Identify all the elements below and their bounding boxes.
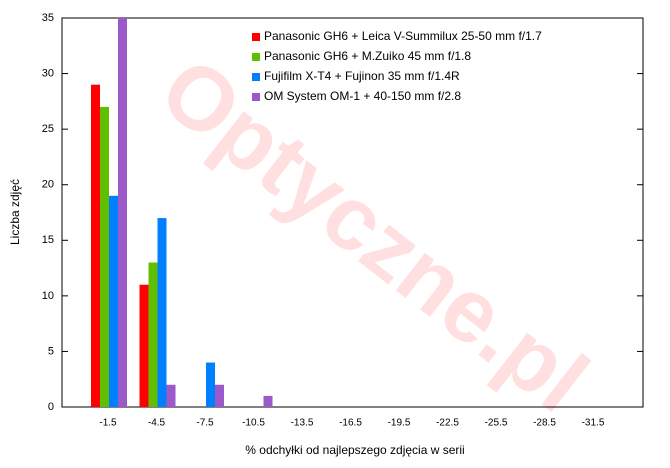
- y-tick-label: 15: [42, 234, 54, 246]
- plot-frame: [61, 17, 644, 408]
- y-tick-label: 20: [42, 179, 54, 191]
- x-tick-label: -4.5: [148, 418, 166, 429]
- bar: [148, 262, 158, 407]
- legend-label: Fujifilm X-T4 + Fujinon 35 mm f/1.4R: [264, 69, 460, 83]
- bar: [157, 218, 167, 407]
- bar: [166, 384, 176, 407]
- x-tick-label: -25.5: [485, 418, 508, 429]
- legend-label: Panasonic GH6 + M.Zuiko 45 mm f/1.8: [264, 49, 471, 63]
- x-tick-label: -22.5: [436, 418, 459, 429]
- x-tick-label: -31.5: [582, 418, 605, 429]
- x-tick-label: -28.5: [533, 418, 556, 429]
- y-tick-label: 0: [48, 401, 54, 413]
- x-tick-label: -10.5: [242, 418, 265, 429]
- bar: [100, 106, 109, 408]
- y-tick-label: 35: [42, 12, 54, 24]
- bar: [215, 384, 224, 407]
- bar: [139, 284, 149, 407]
- x-tick-label: -1.5: [99, 418, 117, 429]
- x-tick-label: -16.5: [339, 418, 362, 429]
- y-tick-label: 25: [42, 123, 54, 135]
- x-axis-title: % odchyłki od najlepszego zdjęcia w seri…: [245, 443, 464, 457]
- x-tick-label: -19.5: [388, 418, 411, 429]
- bar: [109, 195, 118, 407]
- bar: [263, 395, 273, 407]
- bar: [118, 18, 127, 407]
- legend-swatch: [252, 73, 260, 81]
- legend-swatch: [252, 93, 260, 101]
- legend-swatch: [252, 33, 260, 41]
- x-tick-label: -7.5: [196, 418, 214, 429]
- y-tick-label: 5: [48, 345, 54, 357]
- x-tick-label: -13.5: [291, 418, 314, 429]
- y-tick-label: 10: [42, 290, 54, 302]
- y-axis-title: Liczba zdjęć: [8, 179, 22, 245]
- y-tick-label: 30: [42, 67, 54, 79]
- legend-label: Panasonic GH6 + Leica V-Summilux 25-50 m…: [264, 29, 542, 43]
- legend-swatch: [252, 53, 260, 61]
- bar: [91, 84, 100, 407]
- legend-label: OM System OM-1 + 40-150 mm f/2.8: [264, 89, 461, 103]
- bar: [206, 362, 215, 407]
